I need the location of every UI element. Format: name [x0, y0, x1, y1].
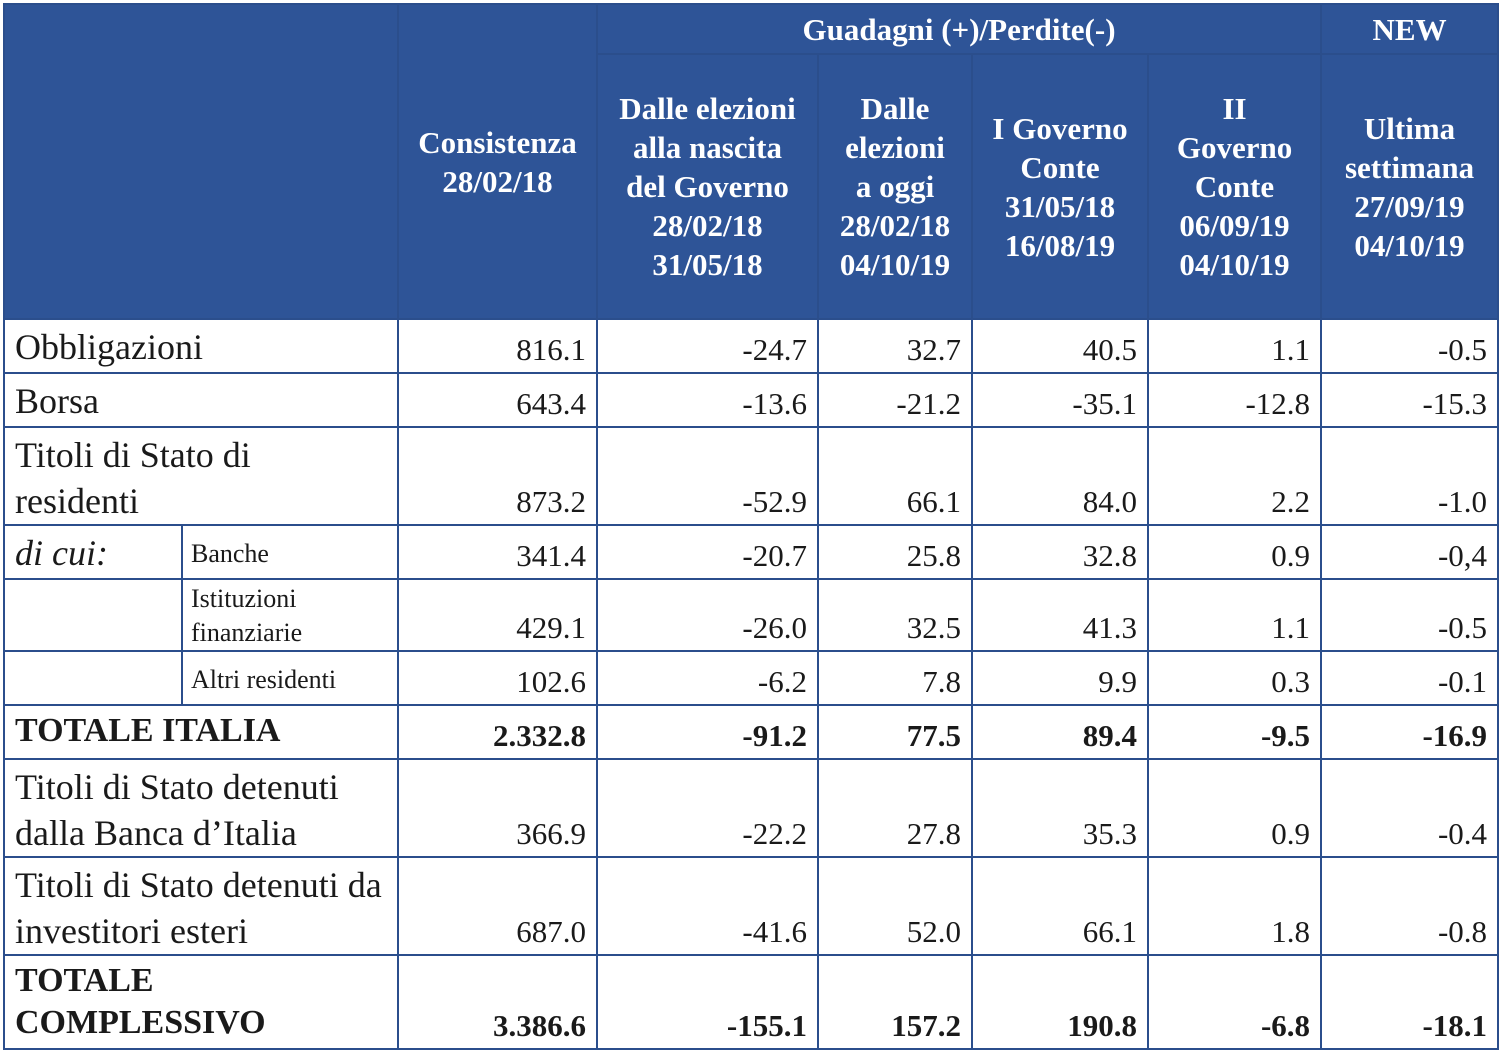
- cell-value: -0.5: [1320, 578, 1500, 652]
- cell-value: 0.9: [1146, 524, 1323, 580]
- row-label: Istituzioni finanziarie: [181, 578, 399, 652]
- cell-value: -6.8: [1146, 954, 1323, 1050]
- table-row: Titoli di Stato di residenti 873.2 -52.9…: [3, 426, 1500, 526]
- cell-value: 0.3: [1146, 650, 1323, 706]
- cell-value: 366.9: [397, 758, 598, 858]
- table-row-total: TOTALE COMPLESSIVO 3.386.6 -155.1 157.2 …: [3, 954, 1500, 1050]
- cell-value: 66.1: [817, 426, 973, 526]
- cell-value: -1.0: [1320, 426, 1500, 526]
- cell-value: 1.1: [1146, 318, 1323, 374]
- cell-value: -16.9: [1320, 704, 1500, 760]
- cell-value: 66.1: [971, 856, 1149, 956]
- cell-value: -24.7: [596, 318, 819, 374]
- cell-value: 40.5: [971, 318, 1149, 374]
- cell-value: 157.2: [817, 954, 973, 1050]
- cell-value: 190.8: [971, 954, 1149, 1050]
- cell-value: 32.5: [817, 578, 973, 652]
- cell-value: -18.1: [1320, 954, 1500, 1050]
- cell-value: 873.2: [397, 426, 598, 526]
- header-consistenza: Consistenza 28/02/18: [397, 3, 598, 320]
- cell-value: 35.3: [971, 758, 1149, 858]
- table-row: Titoli di Stato detenuti da investitori …: [3, 856, 1500, 956]
- table-row: Altri residenti 102.6 -6.2 7.8 9.9 0.3 -…: [3, 650, 1500, 706]
- cell-value: -0.5: [1320, 318, 1500, 374]
- cell-value: 687.0: [397, 856, 598, 956]
- cell-value: 0.9: [1146, 758, 1323, 858]
- cell-value: -22.2: [596, 758, 819, 858]
- cell-value: 25.8: [817, 524, 973, 580]
- cell-value: -0.4: [1320, 758, 1500, 858]
- cell-value: -41.6: [596, 856, 819, 956]
- cell-value: 32.8: [971, 524, 1149, 580]
- header-corner: [3, 3, 399, 320]
- table-row: Obbligazioni 816.1 -24.7 32.7 40.5 1.1 -…: [3, 318, 1500, 374]
- di-cui-label: di cui:: [3, 524, 183, 580]
- cell-value: -13.6: [596, 372, 819, 428]
- cell-value: 89.4: [971, 704, 1149, 760]
- header-ultima-settimana: Ultima settimana 27/09/19 04/10/19: [1320, 53, 1500, 320]
- header-elezioni-oggi: Dalle elezioni a oggi 28/02/18 04/10/19: [817, 53, 973, 320]
- header-new-group: NEW: [1320, 3, 1500, 55]
- row-label: Banche: [181, 524, 399, 580]
- cell-value: -9.5: [1146, 704, 1323, 760]
- table-row: di cui: Banche 341.4 -20.7 25.8 32.8 0.9…: [3, 524, 1500, 580]
- cell-value: -35.1: [971, 372, 1149, 428]
- cell-value: -0,4: [1320, 524, 1500, 580]
- cell-value: -155.1: [596, 954, 819, 1050]
- cell-value: 27.8: [817, 758, 973, 858]
- cell-value: 41.3: [971, 578, 1149, 652]
- header-gains-group: Guadagni (+)/Perdite(-): [595, 3, 1323, 55]
- cell-value: -91.2: [596, 704, 819, 760]
- cell-value: 816.1: [397, 318, 598, 374]
- cell-value: 643.4: [397, 372, 598, 428]
- cell-value: -6.2: [596, 650, 819, 706]
- row-label: Altri residenti: [181, 650, 399, 706]
- cell-value: -20.7: [596, 524, 819, 580]
- cell-value: -21.2: [817, 372, 973, 428]
- row-label: Borsa: [3, 372, 399, 428]
- cell-value: 429.1: [397, 578, 598, 652]
- cell-value: 2.332.8: [397, 704, 598, 760]
- empty-cell: [3, 650, 183, 706]
- row-label: TOTALE ITALIA: [3, 704, 399, 760]
- portfolio-gains-table: Consistenza 28/02/18 Guadagni (+)/Perdit…: [3, 3, 1500, 1050]
- row-label: Titoli di Stato detenuti da investitori …: [3, 856, 399, 956]
- cell-value: 1.1: [1146, 578, 1323, 652]
- cell-value: 52.0: [817, 856, 973, 956]
- header-elezioni-nascita: Dalle elezioni alla nascita del Governo …: [596, 53, 819, 320]
- cell-value: 9.9: [971, 650, 1149, 706]
- row-label: TOTALE COMPLESSIVO: [3, 954, 399, 1050]
- cell-value: -15.3: [1320, 372, 1500, 428]
- cell-value: -0.8: [1320, 856, 1500, 956]
- cell-value: 341.4: [397, 524, 598, 580]
- cell-value: -52.9: [596, 426, 819, 526]
- cell-value: 7.8: [817, 650, 973, 706]
- table-row: Istituzioni finanziarie 429.1 -26.0 32.5…: [3, 578, 1500, 652]
- cell-value: -26.0: [596, 578, 819, 652]
- cell-value: 84.0: [971, 426, 1149, 526]
- cell-value: 2.2: [1146, 426, 1323, 526]
- row-label: Titoli di Stato detenuti dalla Banca d’I…: [3, 758, 399, 858]
- cell-value: 32.7: [817, 318, 973, 374]
- cell-value: 77.5: [817, 704, 973, 760]
- cell-value: -0.1: [1320, 650, 1500, 706]
- header-governo-conte-1: I Governo Conte 31/05/18 16/08/19: [971, 53, 1149, 320]
- cell-value: 102.6: [397, 650, 598, 706]
- row-label: Obbligazioni: [3, 318, 399, 374]
- cell-value: 1.8: [1146, 856, 1323, 956]
- header-governo-conte-2: II Governo Conte 06/09/19 04/10/19: [1146, 53, 1323, 320]
- table-row: Borsa 643.4 -13.6 -21.2 -35.1 -12.8 -15.…: [3, 372, 1500, 428]
- table-row: Titoli di Stato detenuti dalla Banca d’I…: [3, 758, 1500, 858]
- table-row-total: TOTALE ITALIA 2.332.8 -91.2 77.5 89.4 -9…: [3, 704, 1500, 760]
- cell-value: 3.386.6: [397, 954, 598, 1050]
- empty-cell: [3, 578, 183, 652]
- cell-value: -12.8: [1146, 372, 1323, 428]
- row-label: Titoli di Stato di residenti: [3, 426, 399, 526]
